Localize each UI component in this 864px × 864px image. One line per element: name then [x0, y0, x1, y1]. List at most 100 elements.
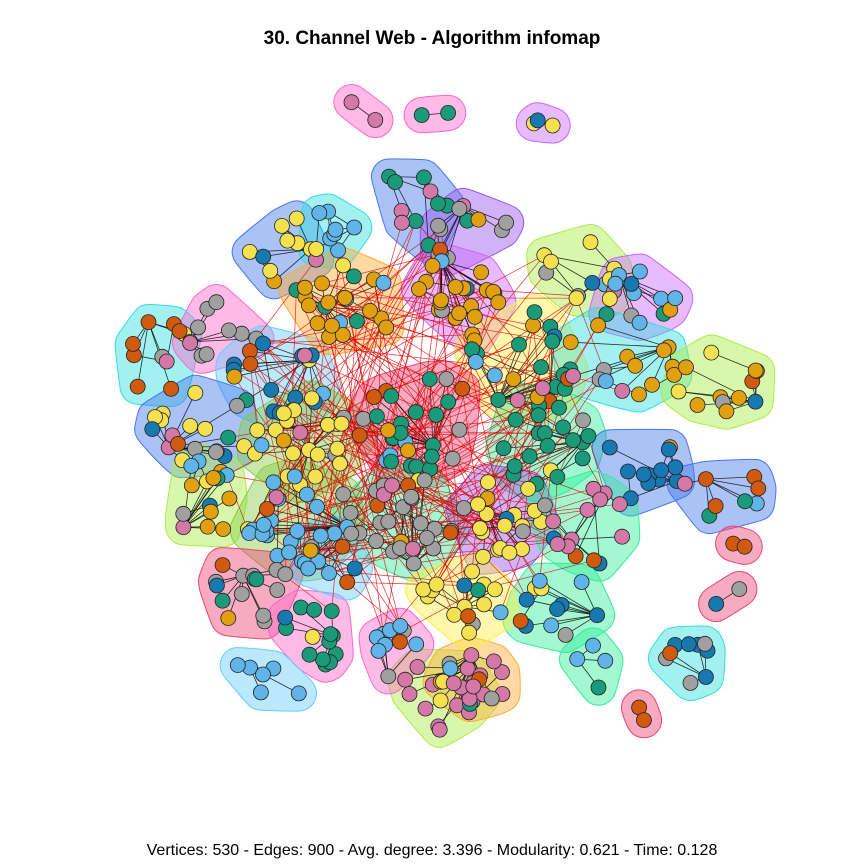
graph-edge	[678, 391, 739, 399]
graph-node	[544, 333, 561, 350]
graph-node	[573, 574, 590, 590]
graph-node	[698, 669, 714, 685]
graph-node	[444, 450, 461, 467]
graph-node	[467, 353, 484, 370]
graph-node	[579, 501, 596, 518]
community-hull	[559, 627, 624, 706]
graph-node	[229, 397, 245, 414]
graph-node	[611, 496, 628, 513]
graph-node	[182, 335, 199, 351]
graph-edge	[588, 435, 606, 494]
graph-node	[290, 685, 307, 702]
graph-node	[451, 421, 468, 438]
graph-edge	[571, 499, 601, 540]
graph-node	[432, 692, 449, 709]
graph-node	[597, 652, 614, 669]
graph-node	[470, 582, 487, 599]
graph-node	[486, 581, 503, 598]
community-hull	[231, 200, 335, 300]
graph-node	[430, 217, 447, 234]
graph-edge	[246, 359, 310, 401]
graph-node	[464, 563, 481, 580]
graph-node	[314, 275, 330, 292]
graph-node	[351, 427, 368, 444]
graph-node	[413, 107, 430, 123]
graph-node	[451, 200, 468, 217]
graph-node	[454, 380, 471, 397]
graph-node	[666, 366, 682, 383]
graph-node	[236, 438, 253, 455]
graph-node	[544, 117, 561, 134]
graph-node	[446, 606, 463, 623]
graph-node	[296, 347, 313, 364]
graph-node	[465, 678, 482, 695]
graph-node	[518, 591, 535, 608]
graph-node	[275, 405, 292, 422]
graph-node	[269, 582, 286, 598]
graph-node	[370, 643, 387, 659]
graph-node	[636, 712, 652, 728]
graph-node	[460, 608, 477, 625]
graph-node	[298, 486, 315, 503]
graph-node	[303, 390, 320, 407]
graph-node	[549, 601, 565, 617]
graph-node	[380, 513, 397, 530]
graph-node	[129, 378, 146, 395]
graph-node	[689, 397, 706, 413]
graph-node	[163, 380, 180, 397]
graph-node	[242, 355, 259, 372]
graph-node	[492, 604, 509, 621]
graph-node	[461, 624, 478, 641]
graph-node	[494, 664, 510, 681]
graph-node	[202, 503, 219, 520]
graph-node	[327, 221, 344, 238]
graph-node	[509, 392, 526, 409]
graph-node	[320, 294, 337, 311]
graph-node	[380, 422, 397, 439]
graph-node	[262, 262, 279, 279]
graph-node	[345, 268, 362, 285]
graph-node	[233, 586, 250, 602]
graph-edge	[137, 322, 149, 387]
graph-node	[289, 523, 306, 539]
graph-node	[323, 603, 340, 619]
graph-node	[197, 420, 214, 437]
graph-edge	[571, 536, 623, 540]
graph-node	[747, 393, 764, 410]
graph-edge	[541, 588, 598, 616]
graph-node	[343, 94, 360, 111]
graph-node	[708, 596, 725, 612]
graph-node	[304, 629, 321, 645]
graph-node	[747, 362, 764, 379]
graph-node	[480, 474, 496, 491]
graph-node	[171, 323, 188, 340]
graph-edge	[256, 259, 317, 339]
graph-node	[330, 242, 347, 259]
graph-node	[362, 302, 378, 319]
graph-edge	[572, 346, 669, 377]
graph-node	[551, 399, 567, 416]
graph-node	[495, 440, 512, 457]
graph-node	[408, 636, 425, 653]
graph-node	[221, 490, 238, 507]
graph-edge	[256, 338, 574, 377]
graph-edge	[471, 379, 600, 572]
graph-node	[182, 417, 199, 434]
graph-edge	[250, 363, 258, 431]
graph-node	[430, 195, 446, 212]
graph-node	[445, 675, 462, 692]
graph-node	[253, 437, 270, 454]
graph-node	[403, 488, 420, 505]
graph-node	[267, 422, 284, 438]
graph-edge	[276, 257, 449, 498]
graph-node	[463, 647, 480, 663]
graph-node	[285, 445, 301, 462]
graph-node	[428, 406, 445, 423]
graph-node	[627, 357, 644, 374]
graph-node	[368, 408, 385, 425]
graph-node	[511, 336, 527, 353]
graph-node	[607, 275, 624, 292]
graph-node	[498, 214, 515, 231]
graph-node	[412, 515, 429, 532]
